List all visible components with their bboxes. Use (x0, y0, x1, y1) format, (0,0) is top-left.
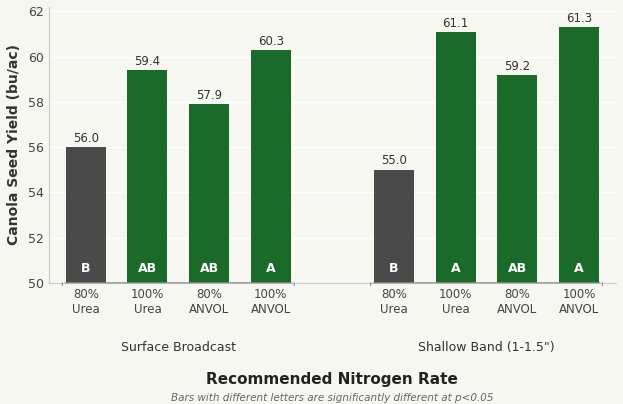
Text: 60.3: 60.3 (258, 35, 283, 48)
Text: AB: AB (199, 262, 219, 275)
Text: Shallow Band (1-1.5"): Shallow Band (1-1.5") (418, 341, 555, 354)
Text: Surface Broadcast: Surface Broadcast (121, 341, 235, 354)
Bar (374, 170, 414, 404)
Bar (189, 104, 229, 404)
Text: Recommended Nitrogen Rate: Recommended Nitrogen Rate (206, 372, 459, 387)
Bar (65, 147, 106, 404)
Text: 61.1: 61.1 (442, 17, 469, 29)
Text: 61.3: 61.3 (566, 12, 592, 25)
Text: A: A (451, 262, 460, 275)
Text: 56.0: 56.0 (73, 132, 99, 145)
Bar (559, 27, 599, 404)
Text: 55.0: 55.0 (381, 154, 407, 168)
Text: AB: AB (138, 262, 157, 275)
Text: A: A (574, 262, 584, 275)
Text: B: B (389, 262, 399, 275)
Bar (250, 50, 291, 404)
Bar (127, 70, 168, 404)
Bar (435, 32, 476, 404)
Text: 59.4: 59.4 (135, 55, 161, 68)
Text: 59.2: 59.2 (505, 59, 530, 72)
Text: 57.9: 57.9 (196, 89, 222, 102)
Text: A: A (266, 262, 275, 275)
Text: B: B (81, 262, 90, 275)
Y-axis label: Canola Seed Yield (bu/ac): Canola Seed Yield (bu/ac) (7, 44, 21, 245)
Text: Bars with different letters are significantly different at p<0.05: Bars with different letters are signific… (171, 393, 493, 402)
Bar (497, 75, 538, 404)
Text: AB: AB (508, 262, 527, 275)
